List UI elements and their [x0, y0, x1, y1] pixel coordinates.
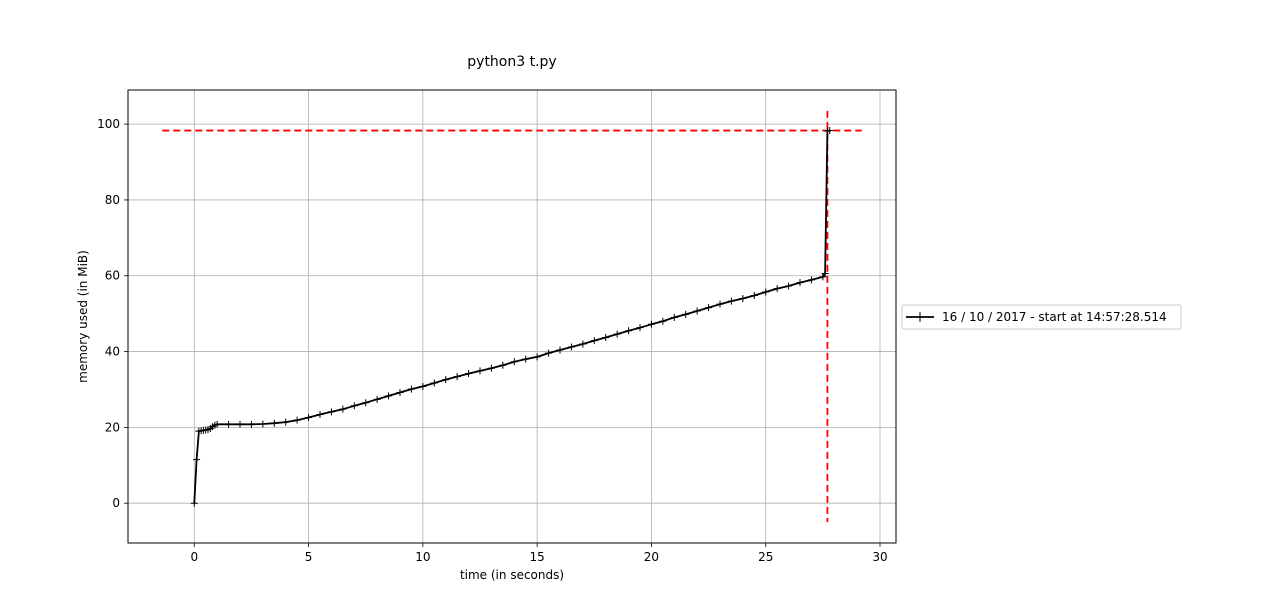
data-point-marker	[327, 408, 335, 416]
data-point-marker	[659, 317, 667, 325]
data-point-marker	[282, 418, 290, 426]
data-point-marker	[510, 358, 518, 366]
data-point-marker	[762, 288, 770, 296]
data-point-marker	[807, 276, 815, 284]
data-point-marker	[293, 416, 301, 424]
x-tick-label: 20	[644, 550, 659, 564]
data-point-marker	[247, 420, 255, 428]
legend-box	[901, 304, 1182, 330]
legend: 16 / 10 / 2017 - start at 14:57:28.514	[901, 304, 1182, 330]
data-point-marker	[773, 285, 781, 293]
data-point-marker	[625, 327, 633, 335]
series-line	[193, 129, 830, 504]
data-point-marker	[567, 343, 575, 351]
data-point-marker	[727, 297, 735, 305]
grid	[128, 90, 896, 543]
x-axis-label: time (in seconds)	[460, 568, 564, 582]
legend-label: 16 / 10 / 2017 - start at 14:57:28.514	[942, 310, 1167, 324]
data-point-marker	[430, 379, 438, 387]
data-point-marker	[522, 355, 530, 363]
data-point-marker	[396, 389, 404, 397]
data-point-marker	[821, 269, 829, 277]
data-point-marker	[259, 420, 267, 428]
data-point-marker	[579, 340, 587, 348]
x-tick-label: 25	[758, 550, 773, 564]
y-tick-label: 20	[105, 420, 120, 434]
x-tick-label: 10	[415, 550, 430, 564]
legend-plus-marker	[915, 312, 925, 322]
reference-lines	[162, 110, 862, 523]
data-point-marker	[453, 373, 461, 381]
data-point-marker	[826, 127, 834, 135]
data-point-marker	[796, 279, 804, 287]
data-point-marker	[442, 376, 450, 384]
data-point-marker	[750, 291, 758, 299]
data-point-marker	[305, 414, 313, 422]
data-point-marker	[476, 367, 484, 375]
data-point-marker	[225, 420, 233, 428]
data-point-marker	[316, 410, 324, 418]
y-tick-label: 40	[105, 345, 120, 359]
data-point-marker	[213, 420, 221, 428]
data-point-marker	[465, 370, 473, 378]
x-tick-label: 0	[190, 550, 198, 564]
y-tick-label: 100	[97, 117, 120, 131]
data-point-marker	[350, 402, 358, 410]
x-tick-label: 15	[530, 550, 545, 564]
data-point-marker	[647, 320, 655, 328]
data-point-marker	[270, 419, 278, 427]
x-tick-label: 30	[872, 550, 887, 564]
data-point-marker	[385, 392, 393, 400]
plot-area-frame	[127, 89, 897, 544]
y-tick-label: 0	[112, 496, 120, 510]
data-point-marker	[670, 313, 678, 321]
y-axis-label: memory used (in MiB)	[76, 250, 90, 383]
data-point-marker	[533, 353, 541, 361]
data-point-marker	[636, 324, 644, 332]
data-point-marker	[739, 294, 747, 302]
data-point-marker	[339, 405, 347, 413]
data-point-marker	[419, 382, 427, 390]
data-point-marker	[545, 349, 553, 357]
data-point-marker	[487, 364, 495, 372]
data-point-marker	[193, 456, 201, 464]
series-layer	[190, 127, 834, 507]
data-point-marker	[705, 304, 713, 312]
y-tick-label: 60	[105, 269, 120, 283]
data-point-marker	[407, 385, 415, 393]
data-point-marker	[682, 310, 690, 318]
data-point-marker	[785, 282, 793, 290]
axis-ticks: 0 5 10 15 20 25 30 0 20 40 60 80 100	[97, 117, 888, 564]
data-point-marker	[693, 307, 701, 315]
data-point-marker	[556, 346, 564, 354]
data-point-marker	[373, 395, 381, 403]
data-point-marker	[590, 337, 598, 345]
data-point-marker	[236, 420, 244, 428]
data-point-marker	[716, 300, 724, 308]
data-point-marker	[190, 499, 198, 507]
y-tick-label: 80	[105, 193, 120, 207]
data-point-marker	[499, 361, 507, 369]
data-point-marker	[613, 330, 621, 338]
data-point-marker	[362, 399, 370, 407]
x-tick-label: 5	[305, 550, 313, 564]
chart-title: python3 t.py	[467, 54, 556, 70]
data-point-marker	[602, 334, 610, 342]
